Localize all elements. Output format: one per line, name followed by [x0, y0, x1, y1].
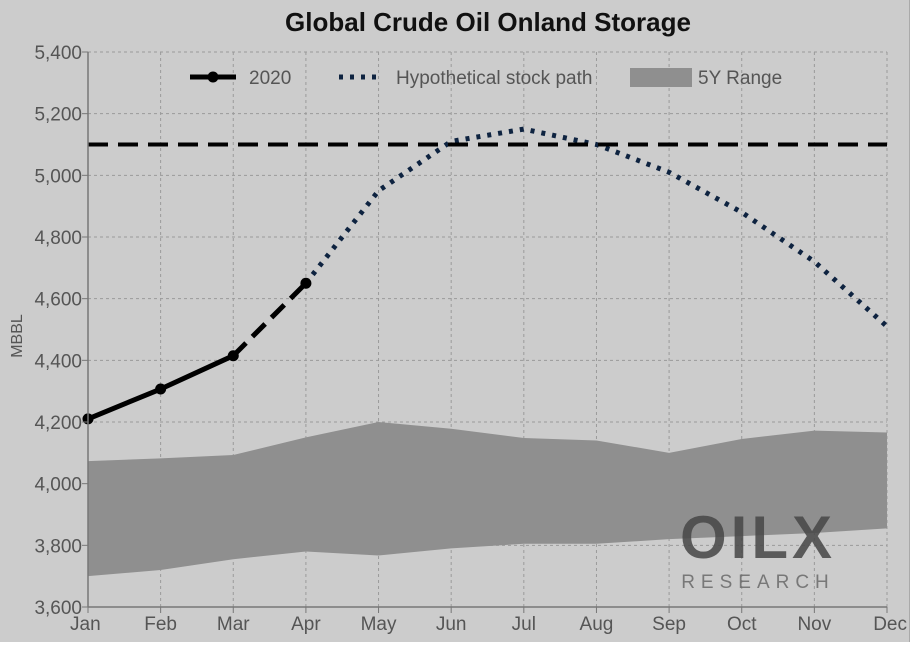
y-tick-label: 5,200: [34, 105, 82, 126]
chart-title: Global Crude Oil Onland Storage: [285, 7, 691, 37]
x-tick-label: Aug: [580, 614, 614, 635]
x-tick-label: Dec: [873, 614, 907, 635]
chart-legend: 2020 Hypothetical stock path 5Y Range: [190, 68, 782, 89]
y-tick-label: 3,800: [34, 536, 82, 557]
oilx-watermark-logo: OILX RESEARCH: [680, 504, 836, 593]
y-tick-label: 4,400: [34, 351, 82, 372]
y-tick-label: 4,600: [34, 290, 82, 311]
legend-2020-label: 2020: [249, 68, 291, 89]
legend-5y-range-label: 5Y Range: [698, 68, 782, 89]
legend-hypothetical-label: Hypothetical stock path: [396, 68, 592, 89]
band-layer: [88, 422, 887, 577]
x-tick-label: Sep: [652, 614, 686, 635]
x-tick-label: Jan: [70, 614, 101, 635]
x-tick-label: Feb: [144, 614, 177, 635]
series-layer: [82, 126, 889, 425]
x-tick-label: Jun: [436, 614, 467, 635]
legend-2020-marker: [207, 71, 219, 83]
x-tick-label: Oct: [727, 614, 757, 635]
five-year-range-band: [88, 422, 887, 577]
watermark-logo-text: OILX: [680, 504, 836, 571]
series-2020-point: [155, 383, 167, 395]
series-2020-dashed-segment: [231, 281, 308, 358]
y-tick-label: 4,800: [34, 228, 82, 249]
legend-5y-range-swatch: [630, 68, 692, 87]
series-hypothetical-stock-path-line: [303, 126, 889, 329]
series-2020-point: [227, 350, 239, 362]
x-tick-label: Jul: [512, 614, 536, 635]
y-tick-label: 4,200: [34, 413, 82, 434]
y-tick-label: 4,000: [34, 475, 82, 496]
x-tick-label: May: [361, 614, 397, 635]
y-tick-label: 5,000: [34, 166, 82, 187]
watermark-sub-text: RESEARCH: [681, 572, 835, 593]
y-axis-label: MBBL: [9, 314, 26, 358]
y-tick-label: 3,600: [34, 598, 82, 619]
axis-layer: 3,600 3,800 4,000 4,200 4,400 4,600 4,800 5,000…: [34, 43, 907, 635]
y-tick-label: 5,400: [34, 43, 82, 64]
x-tick-label: Mar: [217, 614, 250, 635]
x-tick-label: Nov: [797, 614, 831, 635]
x-tick-label: Apr: [291, 614, 321, 635]
series-2020-point: [300, 277, 312, 289]
